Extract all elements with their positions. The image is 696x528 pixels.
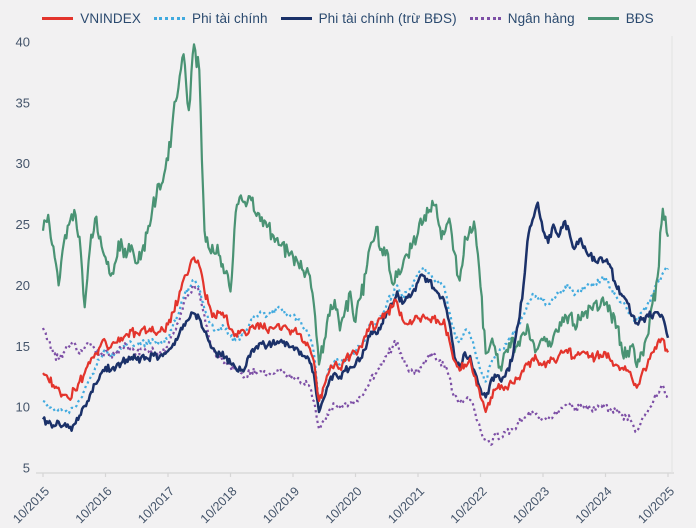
x-axis-tick: 10/2021 bbox=[385, 484, 427, 526]
x-axis-tick: 10/2017 bbox=[135, 484, 177, 526]
x-axis-tick: 10/2018 bbox=[198, 484, 240, 526]
y-axis-tick: 35 bbox=[16, 95, 30, 110]
legend-swatch-phi-tai-chinh-dotted-line-icon bbox=[153, 16, 185, 20]
legend-swatch-vnindex-line-icon bbox=[42, 16, 74, 20]
x-axis-tick: 10/2015 bbox=[10, 484, 52, 526]
series-line-vnindex bbox=[42, 256, 669, 414]
y-axis-tick: 15 bbox=[16, 339, 30, 354]
legend-item-phi-tai-chinh: Phi tài chính bbox=[153, 10, 268, 26]
legend-label-ngan-hang: Ngân hàng bbox=[507, 10, 575, 26]
legend-label-phi-tai-chinh-tru-bds: Phi tài chính (trừ BĐS) bbox=[318, 10, 457, 26]
y-axis-tick: 20 bbox=[16, 278, 30, 293]
x-axis-tick: 10/2025 bbox=[635, 484, 677, 526]
chart-legend: VNINDEX Phi tài chính Phi tài chính (trừ B… bbox=[0, 8, 696, 28]
x-axis-tick: 10/2024 bbox=[573, 484, 615, 526]
series-line-bds bbox=[41, 43, 670, 372]
y-axis-tick: 10 bbox=[16, 400, 30, 415]
legend-label-vnindex: VNINDEX bbox=[80, 10, 141, 26]
y-axis-tick: 30 bbox=[16, 156, 30, 171]
series-line-phi-tai-chinh bbox=[42, 266, 669, 415]
legend-label-bds: BĐS bbox=[625, 10, 654, 26]
legend-swatch-ngan-hang-dotted-line-icon bbox=[469, 16, 501, 20]
legend-swatch-bds-line-icon bbox=[587, 16, 619, 20]
legend-label-phi-tai-chinh: Phi tài chính bbox=[191, 10, 268, 26]
y-axis-tick: 5 bbox=[23, 460, 30, 475]
y-axis-tick: 40 bbox=[16, 35, 30, 50]
legend-item-vnindex: VNINDEX bbox=[42, 11, 141, 26]
x-axis-tick: 10/2022 bbox=[448, 484, 490, 526]
series-line-phi-tai-chinh-tru-bds bbox=[41, 201, 670, 432]
legend-item-ngan-hang: Ngân hàng bbox=[469, 10, 575, 26]
legend-swatch-phi-tai-chinh-tru-bds-line-icon bbox=[280, 16, 312, 20]
x-axis-tick: 10/2020 bbox=[323, 484, 365, 526]
legend-item-phi-tai-chinh-tru-bds: Phi tài chính (trừ BĐS) bbox=[280, 10, 457, 26]
x-axis-tick: 10/2023 bbox=[510, 484, 552, 526]
legend-item-bds: BĐS bbox=[587, 10, 654, 26]
x-axis-tick: 10/2019 bbox=[260, 484, 302, 526]
y-axis-tick: 25 bbox=[16, 217, 30, 232]
x-axis-tick: 10/2016 bbox=[73, 484, 115, 526]
